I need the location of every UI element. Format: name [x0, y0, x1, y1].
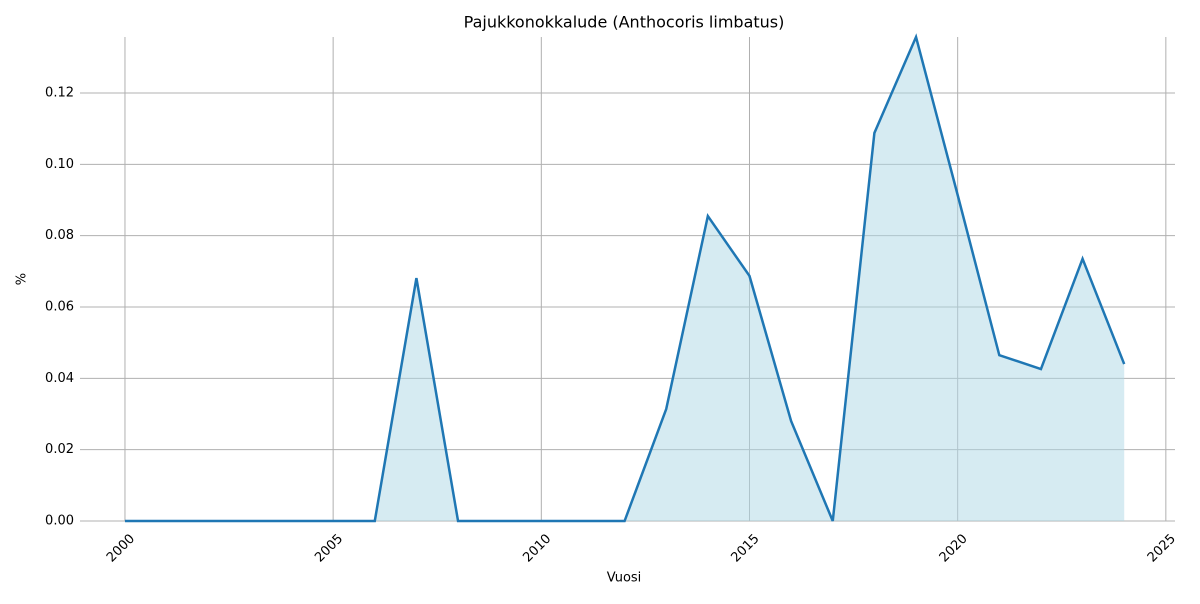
- x-tick-label: 2010: [520, 531, 554, 565]
- y-tick-label: 0.06: [45, 299, 74, 314]
- x-tick-label: 2020: [937, 531, 971, 565]
- x-tick-label: 2005: [312, 531, 346, 565]
- area-fill: [124, 37, 1125, 521]
- x-axis-label: Vuosi: [607, 571, 642, 586]
- y-tick-label: 0.02: [45, 442, 74, 457]
- x-tick-label: 2000: [104, 531, 138, 565]
- y-tick-label: 0.04: [45, 371, 74, 386]
- grid: [80, 37, 1175, 522]
- line: [124, 33, 1126, 523]
- chart-title: Pajukkonokkalude (Anthocoris limbatus): [464, 13, 785, 32]
- y-tick-label: 0.00: [45, 514, 74, 529]
- y-axis-label: %: [15, 273, 30, 285]
- x-tick-label: 2015: [729, 531, 763, 565]
- y-tick-label: 0.12: [45, 85, 74, 100]
- y-tick-label: 0.10: [45, 157, 74, 172]
- x-tick-label: 2025: [1145, 531, 1179, 565]
- y-tick-label: 0.08: [45, 228, 74, 243]
